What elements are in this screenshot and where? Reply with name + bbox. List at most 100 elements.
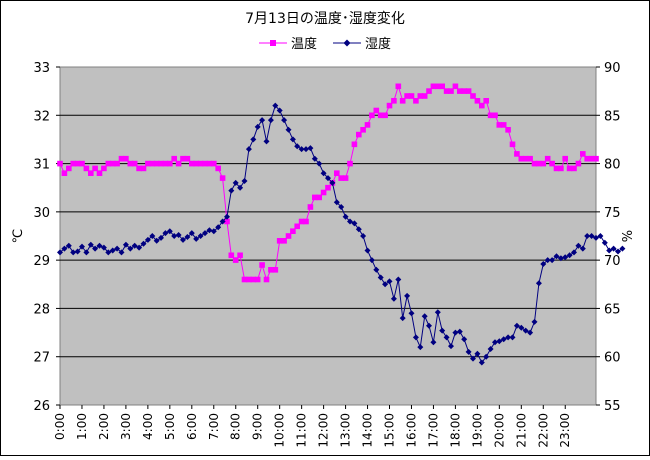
data-point-temperature <box>96 170 103 176</box>
legend-marker-humidity <box>343 39 351 47</box>
left-axis: 33 32 31 30 29 28 27 26 <box>33 61 60 414</box>
data-point-temperature <box>79 160 85 167</box>
data-point-humidity <box>83 249 90 256</box>
data-point-humidity <box>206 227 213 234</box>
data-point-humidity <box>105 249 112 256</box>
data-point-humidity <box>615 248 621 255</box>
data-point-temperature <box>88 170 94 176</box>
x-tick-label: 10:00 <box>273 413 287 448</box>
data-point-temperature <box>254 276 261 283</box>
data-point-humidity <box>202 230 208 237</box>
data-point-temperature <box>268 267 274 273</box>
data-point-temperature <box>224 218 230 225</box>
data-point-humidity <box>553 253 560 260</box>
data-point-temperature <box>386 102 393 109</box>
data-point-humidity <box>118 249 125 256</box>
right-tick-label: 75 <box>604 206 621 221</box>
data-point-humidity <box>294 143 301 150</box>
data-point-humidity <box>307 145 314 152</box>
data-point-humidity <box>597 233 604 239</box>
data-point-temperature <box>575 160 582 167</box>
data-point-humidity <box>285 126 292 133</box>
left-tick-label: 29 <box>33 254 50 269</box>
data-point-temperature <box>145 160 151 167</box>
data-point-temperature <box>536 160 542 167</box>
data-point-humidity <box>619 245 626 252</box>
y-axis-label-left: ℃ <box>11 229 26 244</box>
data-point-temperature <box>140 165 147 172</box>
data-point-humidity <box>390 295 397 302</box>
right-tick-label: 85 <box>604 109 621 124</box>
data-point-temperature <box>452 83 459 90</box>
x-tick-label: 1:00 <box>75 413 89 440</box>
x-tick-label: 15:00 <box>383 413 397 448</box>
data-point-temperature <box>228 252 235 259</box>
data-point-temperature <box>206 160 213 167</box>
data-point-temperature <box>514 151 520 157</box>
data-point-humidity <box>329 179 336 186</box>
data-point-temperature <box>57 160 63 167</box>
data-point-humidity <box>404 292 411 299</box>
data-point-temperature <box>474 98 481 104</box>
data-point-temperature <box>527 155 533 162</box>
data-point-temperature <box>272 267 279 273</box>
right-axis: 90 85 80 75 70 65 60 55 <box>596 61 621 414</box>
data-point-temperature <box>391 98 397 104</box>
data-point-humidity <box>430 339 437 346</box>
series-layer <box>57 83 626 366</box>
data-point-humidity <box>355 226 362 233</box>
data-point-humidity <box>544 257 551 264</box>
data-point-humidity <box>562 254 569 261</box>
data-point-humidity <box>522 327 529 334</box>
x-tick-label: 8:00 <box>229 413 243 440</box>
data-point-temperature <box>101 165 107 172</box>
data-point-humidity <box>474 350 481 357</box>
data-point-temperature <box>171 155 177 162</box>
data-point-temperature <box>500 122 507 128</box>
left-tick-label: 33 <box>33 61 50 76</box>
left-tick-label: 30 <box>33 206 50 221</box>
right-tick-label: 65 <box>604 302 621 317</box>
data-point-temperature <box>417 93 424 99</box>
data-point-humidity <box>386 278 393 285</box>
data-point-temperature <box>338 175 344 181</box>
data-point-temperature <box>351 141 358 148</box>
left-tick-label: 26 <box>33 399 50 414</box>
data-point-humidity <box>109 247 116 254</box>
data-point-temperature <box>294 223 300 230</box>
data-point-humidity <box>245 146 252 153</box>
data-point-temperature <box>153 160 160 167</box>
data-point-humidity <box>500 336 507 343</box>
data-point-temperature <box>342 175 349 181</box>
data-point-humidity <box>100 244 107 251</box>
data-point-temperature <box>259 262 265 268</box>
data-point-temperature <box>276 238 283 244</box>
data-point-humidity <box>483 353 490 360</box>
data-point-humidity <box>535 280 542 287</box>
data-point-humidity <box>373 266 380 273</box>
data-point-temperature <box>184 155 191 162</box>
data-point-temperature <box>430 83 437 90</box>
legend-marker-temperature <box>270 40 276 46</box>
x-tick-label: 11:00 <box>295 413 309 448</box>
data-point-humidity <box>289 136 296 143</box>
data-point-temperature <box>443 88 450 94</box>
data-point-temperature <box>395 83 402 90</box>
data-point-humidity <box>412 334 419 341</box>
data-point-temperature <box>496 122 503 128</box>
data-point-humidity <box>566 252 573 259</box>
data-point-temperature <box>413 98 419 104</box>
data-point-humidity <box>57 249 63 256</box>
x-tick-label: 9:00 <box>251 413 265 440</box>
data-point-humidity <box>237 184 244 191</box>
data-point-temperature <box>246 276 252 283</box>
data-point-humidity <box>513 322 520 329</box>
data-point-humidity <box>92 245 99 252</box>
data-point-temperature <box>435 83 441 90</box>
data-point-temperature <box>180 155 186 162</box>
data-point-humidity <box>114 245 121 252</box>
data-point-temperature <box>426 88 432 94</box>
data-point-humidity <box>399 315 406 322</box>
